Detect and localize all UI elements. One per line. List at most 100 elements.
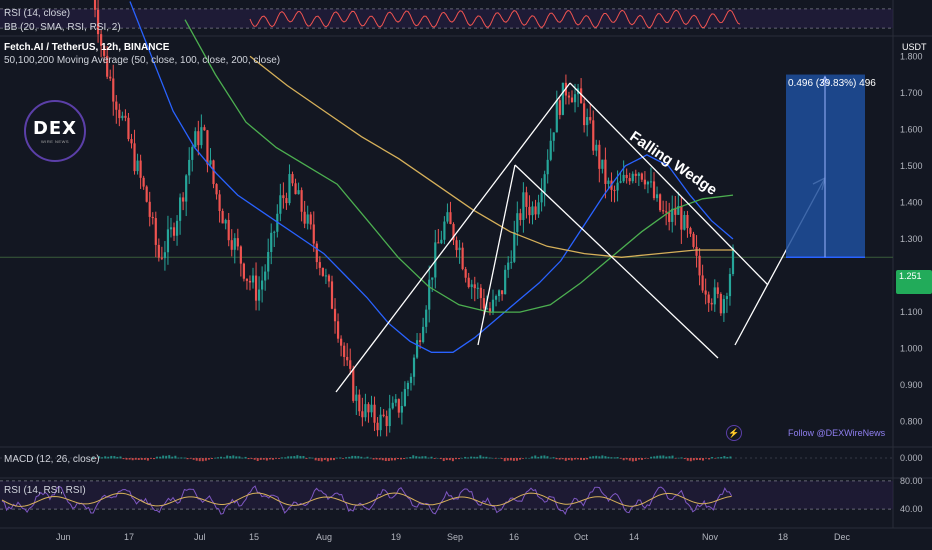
- ma200-line: [249, 55, 733, 258]
- candle-body: [613, 189, 616, 191]
- candle-body: [361, 411, 364, 418]
- macd-histogram-bar: [726, 456, 729, 459]
- macd-histogram-bar: [339, 457, 342, 459]
- candle-body: [297, 190, 300, 195]
- macd-tick-label: 0.000: [900, 453, 923, 463]
- macd-histogram-bar: [281, 457, 284, 459]
- candle-body: [549, 140, 552, 160]
- macd-histogram-bar: [610, 457, 613, 459]
- candle-body: [151, 216, 154, 219]
- macd-histogram-bar: [220, 456, 223, 459]
- candle-body: [637, 173, 640, 176]
- candle-body: [318, 262, 321, 268]
- candle-body: [136, 160, 139, 172]
- macd-histogram-bar: [128, 458, 131, 460]
- candle-body: [598, 144, 601, 169]
- macd-histogram-bar: [494, 458, 497, 459]
- candle-body: [254, 275, 258, 301]
- macd-histogram-bar: [644, 458, 647, 459]
- macd-histogram-bar: [668, 456, 671, 459]
- macd-histogram-bar: [485, 456, 488, 459]
- macd-histogram-bar: [634, 458, 637, 461]
- macd-histogram-bar: [680, 457, 683, 459]
- candle-body: [440, 239, 443, 244]
- candle-body: [622, 174, 625, 182]
- candle-body: [652, 181, 656, 199]
- candle-body: [586, 117, 589, 126]
- macd-histogram-bar: [650, 456, 653, 459]
- candle-body: [224, 219, 227, 224]
- candle-body: [373, 404, 376, 423]
- candle-body: [519, 213, 522, 220]
- candle-body: [403, 389, 407, 406]
- candle-body: [321, 267, 324, 276]
- macd-histogram-bar: [250, 458, 253, 459]
- macd-histogram-bar: [433, 458, 436, 459]
- currency-label[interactable]: USDT: [902, 42, 927, 52]
- macd-histogram-bar: [503, 458, 506, 462]
- candle-body: [510, 261, 513, 263]
- macd-histogram-bar: [467, 457, 470, 459]
- candle-body: [425, 309, 428, 327]
- macd-histogram-bar: [549, 457, 552, 459]
- x-tick-label: 15: [249, 532, 259, 542]
- candle-body: [115, 101, 118, 110]
- candle-body: [662, 210, 665, 212]
- macd-histogram-bar: [290, 456, 293, 459]
- macd-histogram-bar: [607, 456, 610, 459]
- macd-histogram-bar: [540, 455, 543, 459]
- macd-histogram-bar: [409, 456, 412, 459]
- candle-body: [194, 131, 197, 148]
- channel-upper-line: [335, 82, 571, 393]
- candle-body: [288, 174, 291, 204]
- macd-histogram-bar: [265, 458, 268, 461]
- macd-histogram-bar: [555, 458, 558, 460]
- candle-body: [558, 100, 561, 115]
- candle-body: [248, 280, 252, 283]
- macd-histogram-bar: [174, 455, 177, 459]
- candle-body: [333, 308, 337, 322]
- macd-histogram-bar: [308, 457, 311, 459]
- candle-body: [343, 345, 346, 357]
- macd-histogram-bar: [406, 457, 409, 459]
- ma50-line: [129, 1, 734, 353]
- macd-histogram-bar: [101, 457, 104, 459]
- candle-body: [160, 257, 163, 259]
- candle-body: [182, 197, 185, 202]
- ma-legend: 50,100,200 Moving Average (50, close, 10…: [4, 55, 281, 66]
- candle-body: [649, 181, 653, 183]
- macd-histogram-bar: [717, 457, 720, 459]
- macd-histogram-bar: [708, 458, 711, 460]
- candle-body: [197, 131, 200, 146]
- macd-histogram-bar: [207, 458, 210, 460]
- macd-histogram-bar: [515, 458, 518, 461]
- macd-histogram-bar: [683, 458, 686, 460]
- macd-histogram-bar: [369, 457, 372, 459]
- candle-body: [628, 178, 631, 182]
- candle-body: [352, 368, 355, 401]
- candle-body: [233, 238, 236, 250]
- macd-histogram-bar: [332, 458, 335, 461]
- candle-body: [604, 159, 607, 184]
- candle-body: [607, 180, 610, 184]
- macd-histogram-bar: [561, 458, 564, 460]
- macd-histogram-bar: [601, 455, 604, 459]
- macd-histogram-bar: [442, 458, 445, 462]
- macd-histogram-bar: [525, 457, 528, 459]
- macd-histogram-bar: [125, 458, 128, 460]
- rsi-label: RSI (14, RSI, RSI): [4, 485, 86, 496]
- candle-body: [428, 279, 431, 310]
- macd-histogram-bar: [311, 457, 314, 459]
- y-tick-label: 0.900: [900, 380, 923, 390]
- macd-histogram-bar: [430, 456, 433, 459]
- candle-body: [139, 160, 142, 178]
- macd-histogram-bar: [165, 455, 168, 459]
- rsi-tick-label: 40.00: [900, 504, 923, 514]
- candle-body: [394, 399, 397, 403]
- candle-body: [470, 284, 473, 288]
- candle-body: [127, 117, 130, 140]
- macd-histogram-bar: [302, 456, 305, 459]
- macd-histogram-bar: [119, 456, 122, 459]
- macd-histogram-bar: [149, 458, 152, 459]
